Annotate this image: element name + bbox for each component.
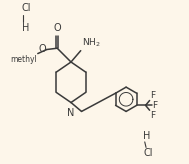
Text: H: H <box>22 23 29 33</box>
Text: F: F <box>150 91 155 100</box>
Text: NH$_2$: NH$_2$ <box>82 36 101 49</box>
Text: Cl: Cl <box>22 3 31 13</box>
Text: H: H <box>143 131 150 141</box>
Text: methyl: methyl <box>10 55 37 64</box>
Text: Cl: Cl <box>143 148 153 158</box>
Text: N: N <box>67 108 75 118</box>
Text: F: F <box>152 101 157 110</box>
Text: O: O <box>53 23 61 33</box>
Text: F: F <box>150 111 155 120</box>
Text: O: O <box>38 44 46 54</box>
